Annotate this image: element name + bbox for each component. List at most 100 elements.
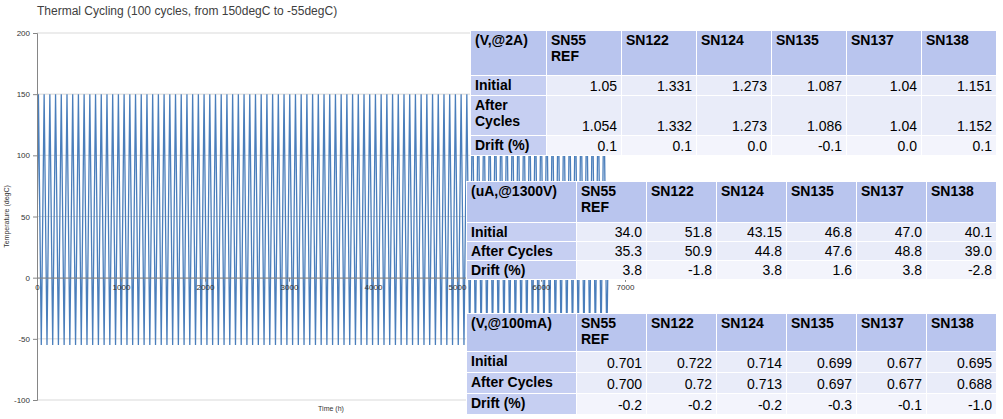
value-cell: 1.04 <box>847 96 922 136</box>
x-tick-mark <box>205 278 206 282</box>
y-tick-label: -50 <box>18 335 30 344</box>
x-tick: 5000 <box>449 278 467 293</box>
value-cell: 1.087 <box>772 76 847 96</box>
value-cell: 46.8 <box>787 223 857 242</box>
row-label: Initial <box>471 76 547 96</box>
y-axis: -100 -50 0 50 100 150 200 <box>14 29 38 405</box>
header-cell: SN135 <box>787 314 857 352</box>
y-tick-label: 0 <box>26 274 31 283</box>
header-cell: SN122 <box>647 182 717 223</box>
header-cell: SN137 <box>857 314 927 352</box>
y-tick: 150 <box>17 90 37 99</box>
value-cell: 1.331 <box>622 76 697 96</box>
value-cell: 1.332 <box>622 96 697 136</box>
x-tick-label: 1000 <box>113 283 131 292</box>
row-label: Drift (%) <box>471 136 547 156</box>
value-cell: 3.8 <box>857 261 927 280</box>
x-tick-label: 2000 <box>197 283 215 292</box>
y-tick-mark <box>33 33 37 34</box>
header-cell: (V,@100mA) <box>467 314 577 352</box>
header-cell: SN124 <box>697 31 772 76</box>
value-cell: -1.8 <box>647 261 717 280</box>
x-tick-mark <box>373 278 374 282</box>
value-cell: -0.3 <box>787 394 857 415</box>
y-tick-label: 100 <box>17 151 31 160</box>
header-cell: SN138 <box>927 182 997 223</box>
header-row: (V,@100mA)SN55 REFSN122SN124SN135SN137SN… <box>467 314 997 352</box>
header-cell: SN55 REF <box>577 182 647 223</box>
header-cell: SN138 <box>922 31 997 76</box>
value-cell: 0.0 <box>697 136 772 156</box>
x-tick: 1000 <box>113 278 131 293</box>
value-cell: 1.273 <box>697 76 772 96</box>
value-cell: -0.2 <box>577 394 647 415</box>
data-row: After Cycles1.0541.3321.2731.0861.041.15… <box>471 96 997 136</box>
x-tick-mark <box>457 278 458 282</box>
y-tick-mark <box>33 278 37 279</box>
data-table: (V,@100mA)SN55 REFSN122SN124SN135SN137SN… <box>466 313 997 415</box>
row-label: After Cycles <box>467 373 577 394</box>
value-cell: -0.1 <box>857 394 927 415</box>
x-tick: 0 <box>35 278 40 293</box>
value-cell: 0.700 <box>577 373 647 394</box>
y-tick-label: -100 <box>14 396 31 405</box>
value-cell: 1.054 <box>547 96 622 136</box>
value-cell: 0.1 <box>922 136 997 156</box>
x-axis-title: Time (h) <box>318 405 344 413</box>
value-cell: 3.8 <box>577 261 647 280</box>
data-row: After Cycles0.7000.720.7130.6970.6770.68… <box>467 373 997 394</box>
value-cell: -1.0 <box>927 394 997 415</box>
grid <box>37 33 625 400</box>
header-cell: (uA,@1300V) <box>467 182 577 223</box>
y-tick: 200 <box>17 29 37 38</box>
value-cell: 0.677 <box>857 373 927 394</box>
row-label: Initial <box>467 352 577 373</box>
value-cell: 34.0 <box>577 223 647 242</box>
header-cell: SN122 <box>622 31 697 76</box>
value-cell: 0.714 <box>717 352 787 373</box>
y-tick-mark <box>33 94 37 95</box>
y-tick: -100 <box>14 396 37 405</box>
value-cell: -0.1 <box>772 136 847 156</box>
y-tick-label: 50 <box>21 213 30 222</box>
value-cell: 47.6 <box>787 242 857 261</box>
value-cell: 0.677 <box>857 352 927 373</box>
x-tick-label: 5000 <box>449 283 467 292</box>
header-cell: SN122 <box>647 314 717 352</box>
header-cell: SN55 REF <box>577 314 647 352</box>
value-cell: 1.6 <box>787 261 857 280</box>
x-tick-label: 4000 <box>365 283 383 292</box>
value-cell: 0.697 <box>787 373 857 394</box>
value-cell: 39.0 <box>927 242 997 261</box>
data-row: Initial34.051.843.1546.847.040.1 <box>467 223 997 242</box>
y-tick-label: 150 <box>17 90 31 99</box>
value-cell: -2.8 <box>927 261 997 280</box>
data-row: Initial1.051.3311.2731.0871.041.151 <box>471 76 997 96</box>
value-cell: 1.04 <box>847 76 922 96</box>
temperature-line <box>37 94 608 345</box>
x-tick-label: 0 <box>35 283 40 292</box>
data-table: (V,@2A)SN55 REFSN122SN124SN135SN137SN138… <box>470 30 997 156</box>
header-cell: SN135 <box>787 182 857 223</box>
header-row: (uA,@1300V)SN55 REFSN122SN124SN135SN137S… <box>467 182 997 223</box>
data-row: Drift (%)3.8-1.83.81.63.8-2.8 <box>467 261 997 280</box>
value-cell: 1.273 <box>697 96 772 136</box>
y-tick: 50 <box>21 213 37 222</box>
row-label: Drift (%) <box>467 261 577 280</box>
y-axis-title: Temperature (degC) <box>3 185 11 248</box>
row-label: After Cycles <box>471 96 547 136</box>
value-cell: 1.05 <box>547 76 622 96</box>
x-tick-mark <box>121 278 122 282</box>
data-table: (uA,@1300V)SN55 REFSN122SN124SN135SN137S… <box>466 181 997 280</box>
y-tick: -50 <box>18 335 37 344</box>
y-tick-mark <box>33 217 37 218</box>
header-cell: SN124 <box>717 314 787 352</box>
x-tick-mark <box>37 278 38 282</box>
value-cell: -0.2 <box>647 394 717 415</box>
header-cell: (V,@2A) <box>471 31 547 76</box>
header-cell: SN137 <box>857 182 927 223</box>
x-tick: 4000 <box>365 278 383 293</box>
value-cell: 1.152 <box>922 96 997 136</box>
header-cell: SN137 <box>847 31 922 76</box>
value-cell: 0.701 <box>577 352 647 373</box>
